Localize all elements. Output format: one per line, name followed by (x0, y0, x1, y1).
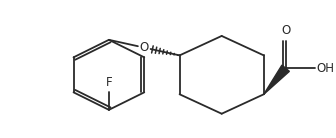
Text: OH: OH (317, 62, 335, 75)
Polygon shape (264, 65, 289, 94)
Text: O: O (140, 41, 149, 54)
Text: F: F (106, 76, 112, 89)
Text: O: O (281, 24, 290, 37)
